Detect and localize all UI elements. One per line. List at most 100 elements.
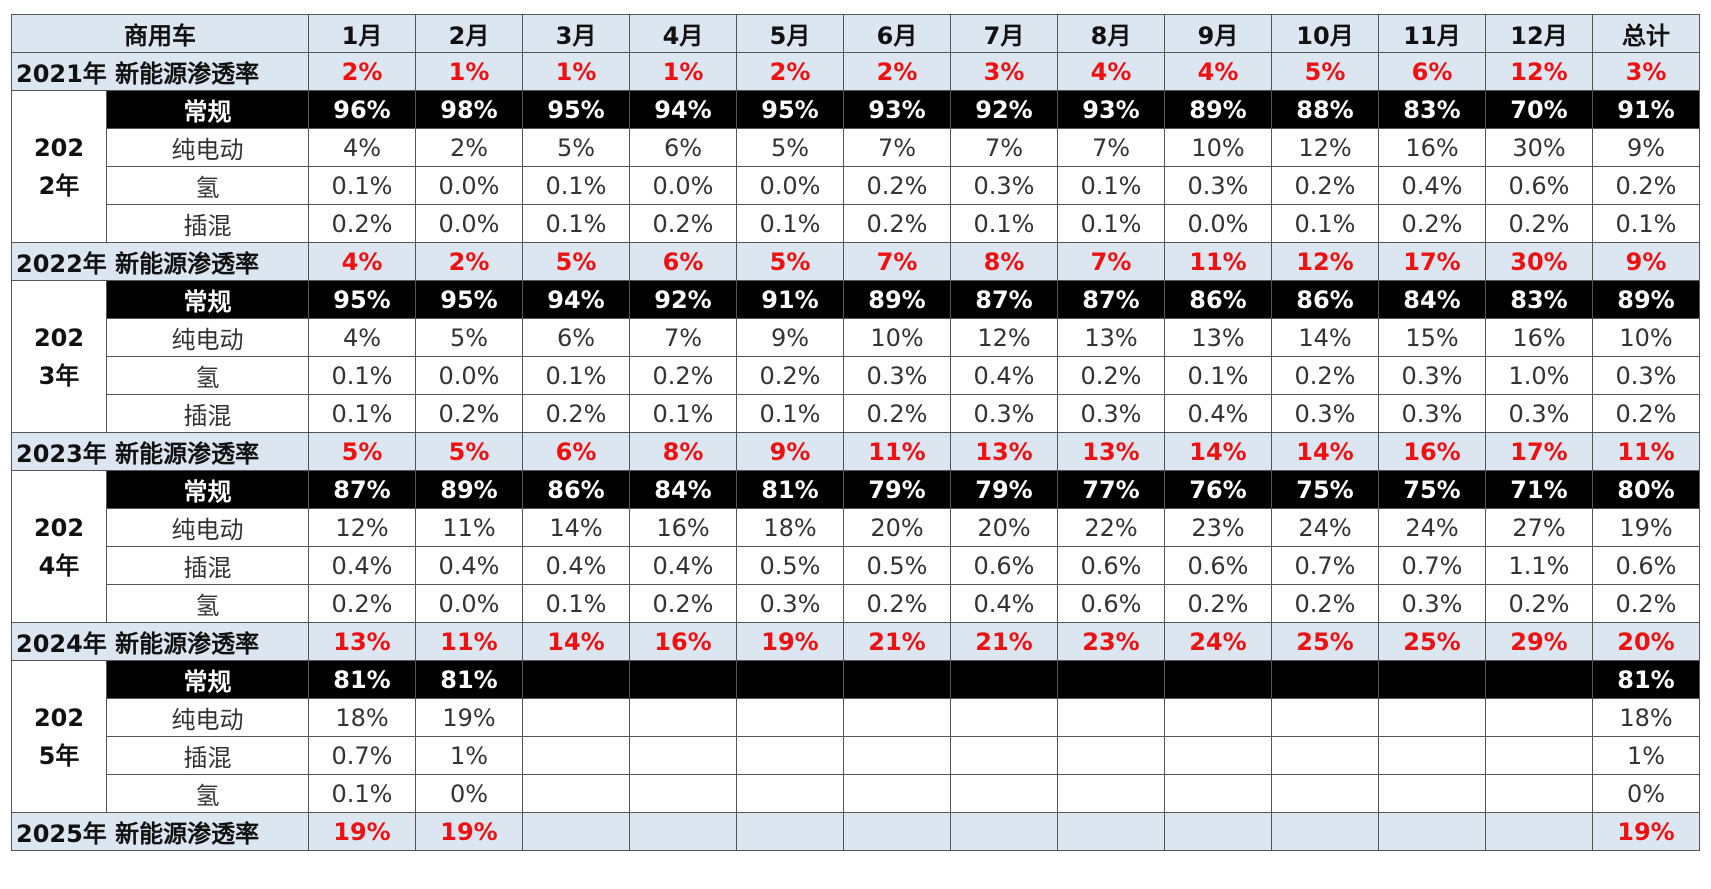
value-cell: 0.2% [843, 204, 951, 243]
value-cell: 87% [950, 280, 1058, 319]
rate-cell: 7% [1057, 242, 1165, 281]
value-cell: 11% [415, 508, 523, 547]
value-cell: 13% [1057, 318, 1165, 357]
corner-header: 商用车 [11, 14, 309, 53]
value-cell [1271, 736, 1379, 775]
value-cell: 19% [1592, 508, 1700, 547]
value-cell: 0.6% [1164, 546, 1272, 585]
value-cell [950, 774, 1058, 813]
value-cell: 0.4% [1164, 394, 1272, 433]
value-cell [1378, 698, 1486, 737]
rate-cell: 5% [736, 242, 844, 281]
column-header: 总计 [1592, 14, 1700, 53]
value-cell: 0.0% [415, 166, 523, 205]
value-cell: 30% [1485, 128, 1593, 167]
rate-cell: 11% [1164, 242, 1272, 281]
value-cell: 77% [1057, 470, 1165, 509]
rate-cell: 13% [308, 622, 416, 661]
value-cell: 0.3% [1271, 394, 1379, 433]
value-cell: 14% [522, 508, 630, 547]
rate-cell: 12% [1485, 52, 1593, 91]
rate-cell: 19% [415, 812, 523, 851]
value-cell [1057, 774, 1165, 813]
rate-cell: 30% [1485, 242, 1593, 281]
value-cell: 0.0% [415, 204, 523, 243]
column-header: 12月 [1485, 14, 1593, 53]
rate-cell: 19% [1592, 812, 1700, 851]
value-cell: 0.2% [1485, 584, 1593, 623]
value-cell: 7% [1057, 128, 1165, 167]
value-cell: 0.1% [950, 204, 1058, 243]
data-row: 纯电动 4% 5% 6% 7% 9% 10% 12% 13% 13% 14% 15% 16% 10% [12, 318, 1700, 357]
data-row: 2022年 常规 96% 98% 95% 94% 95% 93% 92% 93% 89% 88% 83%… [11, 90, 1700, 243]
value-cell [736, 774, 844, 813]
value-cell [1485, 660, 1593, 699]
row-label: 纯电动 [106, 128, 309, 167]
value-cell: 0.1% [1164, 356, 1272, 395]
column-header: 6月 [843, 14, 951, 53]
value-cell [1485, 698, 1593, 737]
value-cell [1378, 736, 1486, 775]
rate-cell: 7% [843, 242, 951, 281]
value-cell: 0.2% [308, 584, 416, 623]
value-cell: 0.4% [950, 584, 1058, 623]
value-cell: 5% [415, 318, 523, 357]
rate-cell [1271, 812, 1379, 851]
value-cell: 0.3% [950, 394, 1058, 433]
value-cell: 13% [1164, 318, 1272, 357]
value-cell: 1% [415, 736, 523, 775]
value-cell: 0.1% [1271, 204, 1379, 243]
value-cell [843, 736, 951, 775]
value-cell: 83% [1378, 90, 1486, 129]
value-cell: 86% [1271, 280, 1379, 319]
value-cell: 27% [1485, 508, 1593, 547]
value-cell: 1% [1592, 736, 1700, 775]
value-cell [950, 736, 1058, 775]
data-row: 插混 0.2% 0.0% 0.1% 0.2% 0.1% 0.2% 0.1% 0.1% 0.0% 0.… [12, 204, 1700, 243]
data-row: 氢 0.1% 0.0% 0.1% 0.0% 0.0% 0.2% 0.3% 0.1% 0.3% 0.2… [12, 166, 1700, 205]
column-header: 9月 [1164, 14, 1272, 53]
value-cell: 18% [1592, 698, 1700, 737]
value-cell: 0.1% [522, 356, 630, 395]
value-cell: 14% [1271, 318, 1379, 357]
row-label: 插混 [106, 204, 309, 243]
value-cell: 91% [1592, 90, 1700, 129]
value-cell: 95% [415, 280, 523, 319]
value-cell [1485, 774, 1593, 813]
data-row: 氢 0.1% 0% 0% [12, 774, 1700, 813]
row-label: 插混 [106, 546, 309, 585]
rate-cell: 20% [1592, 622, 1700, 661]
value-cell: 0.1% [308, 166, 416, 205]
value-cell [1057, 698, 1165, 737]
value-cell: 16% [629, 508, 737, 547]
rate-cell: 4% [1164, 52, 1272, 91]
value-cell: 0.3% [1378, 356, 1486, 395]
rate-label: 2024年 新能源渗透率 [11, 622, 309, 661]
rate-cell [843, 812, 951, 851]
value-cell: 20% [843, 508, 951, 547]
rate-row: 2024年 新能源渗透率 13% 11% 14% 16% 19% 21% 21% 23% 24% 2… [11, 622, 1700, 661]
value-cell: 0% [415, 774, 523, 813]
data-row: 插混 0.7% 1% 1% [12, 736, 1700, 775]
column-header: 11月 [1378, 14, 1486, 53]
rate-cell: 16% [1378, 432, 1486, 471]
value-cell: 0.2% [629, 584, 737, 623]
data-row: 插混 0.1% 0.2% 0.2% 0.1% 0.1% 0.2% 0.3% 0.3% 0.4% 0.… [12, 394, 1700, 433]
value-cell: 19% [415, 698, 523, 737]
value-cell: 75% [1271, 470, 1379, 509]
value-cell: 10% [1592, 318, 1700, 357]
value-cell: 0.3% [736, 584, 844, 623]
rate-cell: 13% [950, 432, 1058, 471]
value-cell: 0.1% [736, 394, 844, 433]
value-cell: 2% [415, 128, 523, 167]
value-cell: 93% [843, 90, 951, 129]
value-cell: 0.1% [308, 394, 416, 433]
value-cell [1164, 660, 1272, 699]
value-cell: 0.2% [629, 356, 737, 395]
rate-cell: 5% [522, 242, 630, 281]
row-label: 氢 [106, 166, 309, 205]
value-cell: 0.2% [522, 394, 630, 433]
value-cell: 94% [522, 280, 630, 319]
rate-cell [1164, 812, 1272, 851]
